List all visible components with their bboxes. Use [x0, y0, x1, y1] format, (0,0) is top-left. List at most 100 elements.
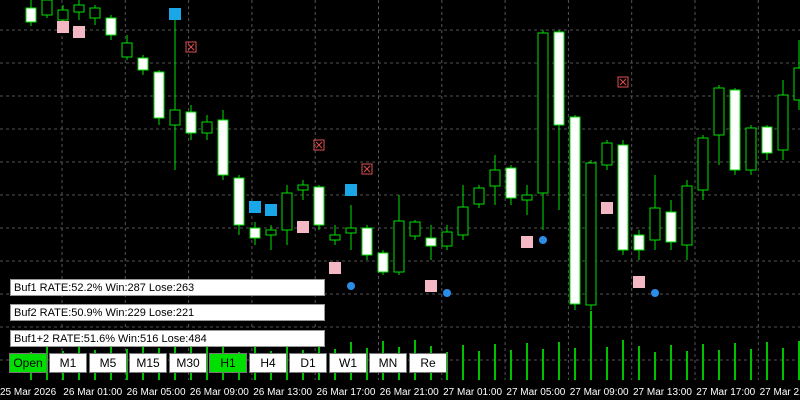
time-label: 26 Mar 17:00: [317, 387, 376, 398]
candle-body: [201, 121, 213, 134]
candle-body: [457, 206, 469, 236]
sell-signal: [57, 21, 69, 33]
sell-signal: [521, 236, 533, 248]
timeframe-button[interactable]: M15: [129, 353, 167, 373]
candle-body: [617, 144, 629, 251]
candle-body: [233, 177, 245, 226]
candle-body: [217, 119, 229, 176]
timeframe-button[interactable]: W1: [329, 353, 367, 373]
sell-signal: [329, 262, 341, 274]
candle-body: [361, 227, 373, 256]
candle-body: [729, 89, 741, 171]
timeframe-button[interactable]: D1: [289, 353, 327, 373]
time-label: 25 Mar 2026: [0, 387, 57, 398]
time-label: 26 Mar 13:00: [253, 387, 312, 398]
signal-dot: [651, 289, 659, 297]
candle-body: [425, 237, 437, 247]
exit-mark: [363, 165, 371, 173]
timeframe-button[interactable]: H4: [249, 353, 287, 373]
time-label: 27 Mar 05:00: [506, 387, 565, 398]
sell-signal: [601, 202, 613, 214]
time-label: 27 Mar 17:00: [696, 387, 755, 398]
candle-body: [41, 0, 53, 16]
candle-body: [713, 87, 725, 136]
candle-body: [697, 137, 709, 191]
timeframe-button[interactable]: H1: [209, 353, 247, 373]
timeframe-button[interactable]: M30: [169, 353, 207, 373]
candle-body: [153, 71, 165, 119]
timeframe-button[interactable]: M1: [49, 353, 87, 373]
candle-body: [297, 184, 309, 191]
sell-signal: [425, 280, 437, 292]
candle-body: [73, 4, 85, 13]
stats-panel: Buf2 RATE:50.9% Win:229 Lose:221: [10, 304, 325, 321]
candle-body: [121, 42, 133, 58]
exit-mark: [315, 141, 323, 149]
candle-body: [489, 169, 501, 187]
candle-body: [105, 17, 117, 36]
candle-body: [137, 57, 149, 71]
candle-body: [681, 185, 693, 246]
exit-mark: [313, 139, 325, 151]
buy-signal: [345, 184, 357, 196]
candle-body: [313, 186, 325, 226]
candle-body: [745, 127, 757, 171]
time-label: 27 Mar 01:00: [443, 387, 502, 398]
exit-mark: [617, 76, 629, 88]
candle-body: [585, 162, 597, 306]
sell-signal: [633, 276, 645, 288]
exit-mark: [619, 78, 627, 86]
candle-body: [569, 116, 581, 305]
buy-signal: [249, 201, 261, 213]
time-label: 26 Mar 01:00: [63, 387, 122, 398]
buy-signal: [169, 8, 181, 20]
timeframe-button[interactable]: Open: [9, 353, 47, 373]
candle-body: [185, 111, 197, 134]
candle-body: [57, 9, 69, 21]
candle-body: [537, 32, 549, 194]
candle-body: [665, 211, 677, 243]
candle-body: [249, 227, 261, 239]
candle-body: [441, 231, 453, 247]
candle-body: [409, 221, 421, 237]
candle-body: [793, 67, 800, 101]
signal-dot: [539, 236, 547, 244]
exit-mark: [361, 163, 373, 175]
time-label: 26 Mar 21:00: [380, 387, 439, 398]
candle-body: [649, 207, 661, 241]
time-label: 27 Mar 09:00: [570, 387, 629, 398]
candle-body: [89, 7, 101, 19]
time-label: 27 Mar 21:00: [760, 387, 800, 398]
sell-signal: [73, 26, 85, 38]
candle-body: [473, 187, 485, 205]
stats-panel: Buf1 RATE:52.2% Win:287 Lose:263: [10, 279, 325, 296]
timeframe-button[interactable]: MN: [369, 353, 407, 373]
signal-dot: [443, 289, 451, 297]
candle-body: [505, 167, 517, 199]
candle-body: [25, 7, 37, 23]
time-label: 26 Mar 09:00: [190, 387, 249, 398]
candle-body: [265, 229, 277, 236]
candle-body: [553, 31, 565, 126]
stats-panel: Buf1+2 RATE:51.6% Win:516 Lose:484: [10, 330, 325, 347]
sell-signal: [297, 221, 309, 233]
buy-signal: [265, 204, 277, 216]
candle-body: [281, 192, 293, 231]
signal-dot: [347, 282, 355, 290]
candle-body: [633, 234, 645, 251]
candle-body: [761, 126, 773, 154]
time-label: 27 Mar 13:00: [633, 387, 692, 398]
timeframe-button[interactable]: M5: [89, 353, 127, 373]
candle-body: [521, 194, 533, 201]
candle-body: [393, 220, 405, 273]
exit-mark: [187, 43, 195, 51]
candle-body: [329, 234, 341, 241]
exit-mark: [185, 41, 197, 53]
timeframe-button[interactable]: Re: [409, 353, 447, 373]
time-label: 26 Mar 05:00: [127, 387, 186, 398]
time-axis: [0, 380, 800, 400]
candle-body: [777, 94, 789, 151]
candle-body: [377, 252, 389, 273]
timeframe-bar: Open M1 M5 M15 M30 H1 H4 D1 W1 MN Re: [9, 353, 449, 373]
